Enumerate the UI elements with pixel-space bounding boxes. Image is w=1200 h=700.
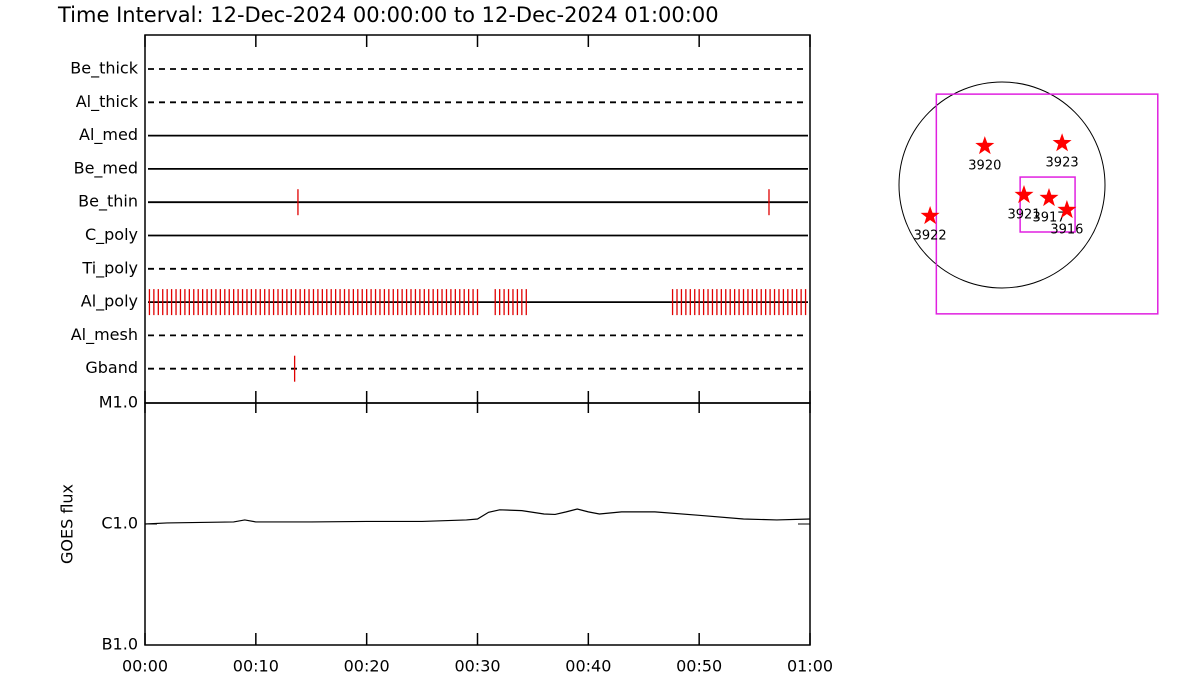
region-label: 3923 [1046,156,1079,171]
x-tick-label: 00:10 [233,657,279,676]
y-axis-label: GOES flux [58,484,77,564]
region-star [1014,185,1034,204]
y-tick-label: M1.0 [99,393,138,412]
region-star [1039,188,1059,207]
goes-frame [144,402,811,646]
goes-curve [144,508,811,525]
row-label: Be_thick [70,59,138,79]
x-tick-label: 00:40 [565,657,611,676]
x-tick-label: 00:20 [344,657,390,676]
region-label: 3917 [1032,210,1065,225]
region-star [975,136,995,155]
fov-box [935,93,1159,315]
row-label: C_poly [85,225,138,245]
row-label: Be_med [74,158,138,178]
chart-title: Time Interval: 12-Dec-2024 00:00:00 to 1… [57,3,719,27]
timeline-frame [144,34,811,404]
region-star [920,206,940,225]
region-star [1057,200,1077,219]
y-tick-label: B1.0 [102,635,138,654]
x-tick-label: 00:30 [454,657,500,676]
solar-disk [898,81,1106,289]
x-tick-label: 01:00 [787,657,833,676]
row-label: Be_thin [78,192,138,212]
y-tick-label: C1.0 [101,514,138,533]
region-label: 3920 [968,159,1001,174]
region-star [1052,133,1072,152]
x-tick-label: 00:50 [676,657,722,676]
fov-box [1019,176,1076,233]
region-label: 3921 [1007,207,1040,222]
row-label: Ti_poly [81,258,138,278]
x-tick-label: 00:00 [122,657,168,676]
region-label: 3922 [914,229,947,244]
row-label: Al_med [79,125,138,145]
region-label: 3916 [1050,222,1083,237]
row-label: Al_thick [76,92,139,112]
row-label: Gband [85,358,138,377]
row-label: Al_poly [81,292,138,312]
row-label: Al_mesh [71,325,138,345]
